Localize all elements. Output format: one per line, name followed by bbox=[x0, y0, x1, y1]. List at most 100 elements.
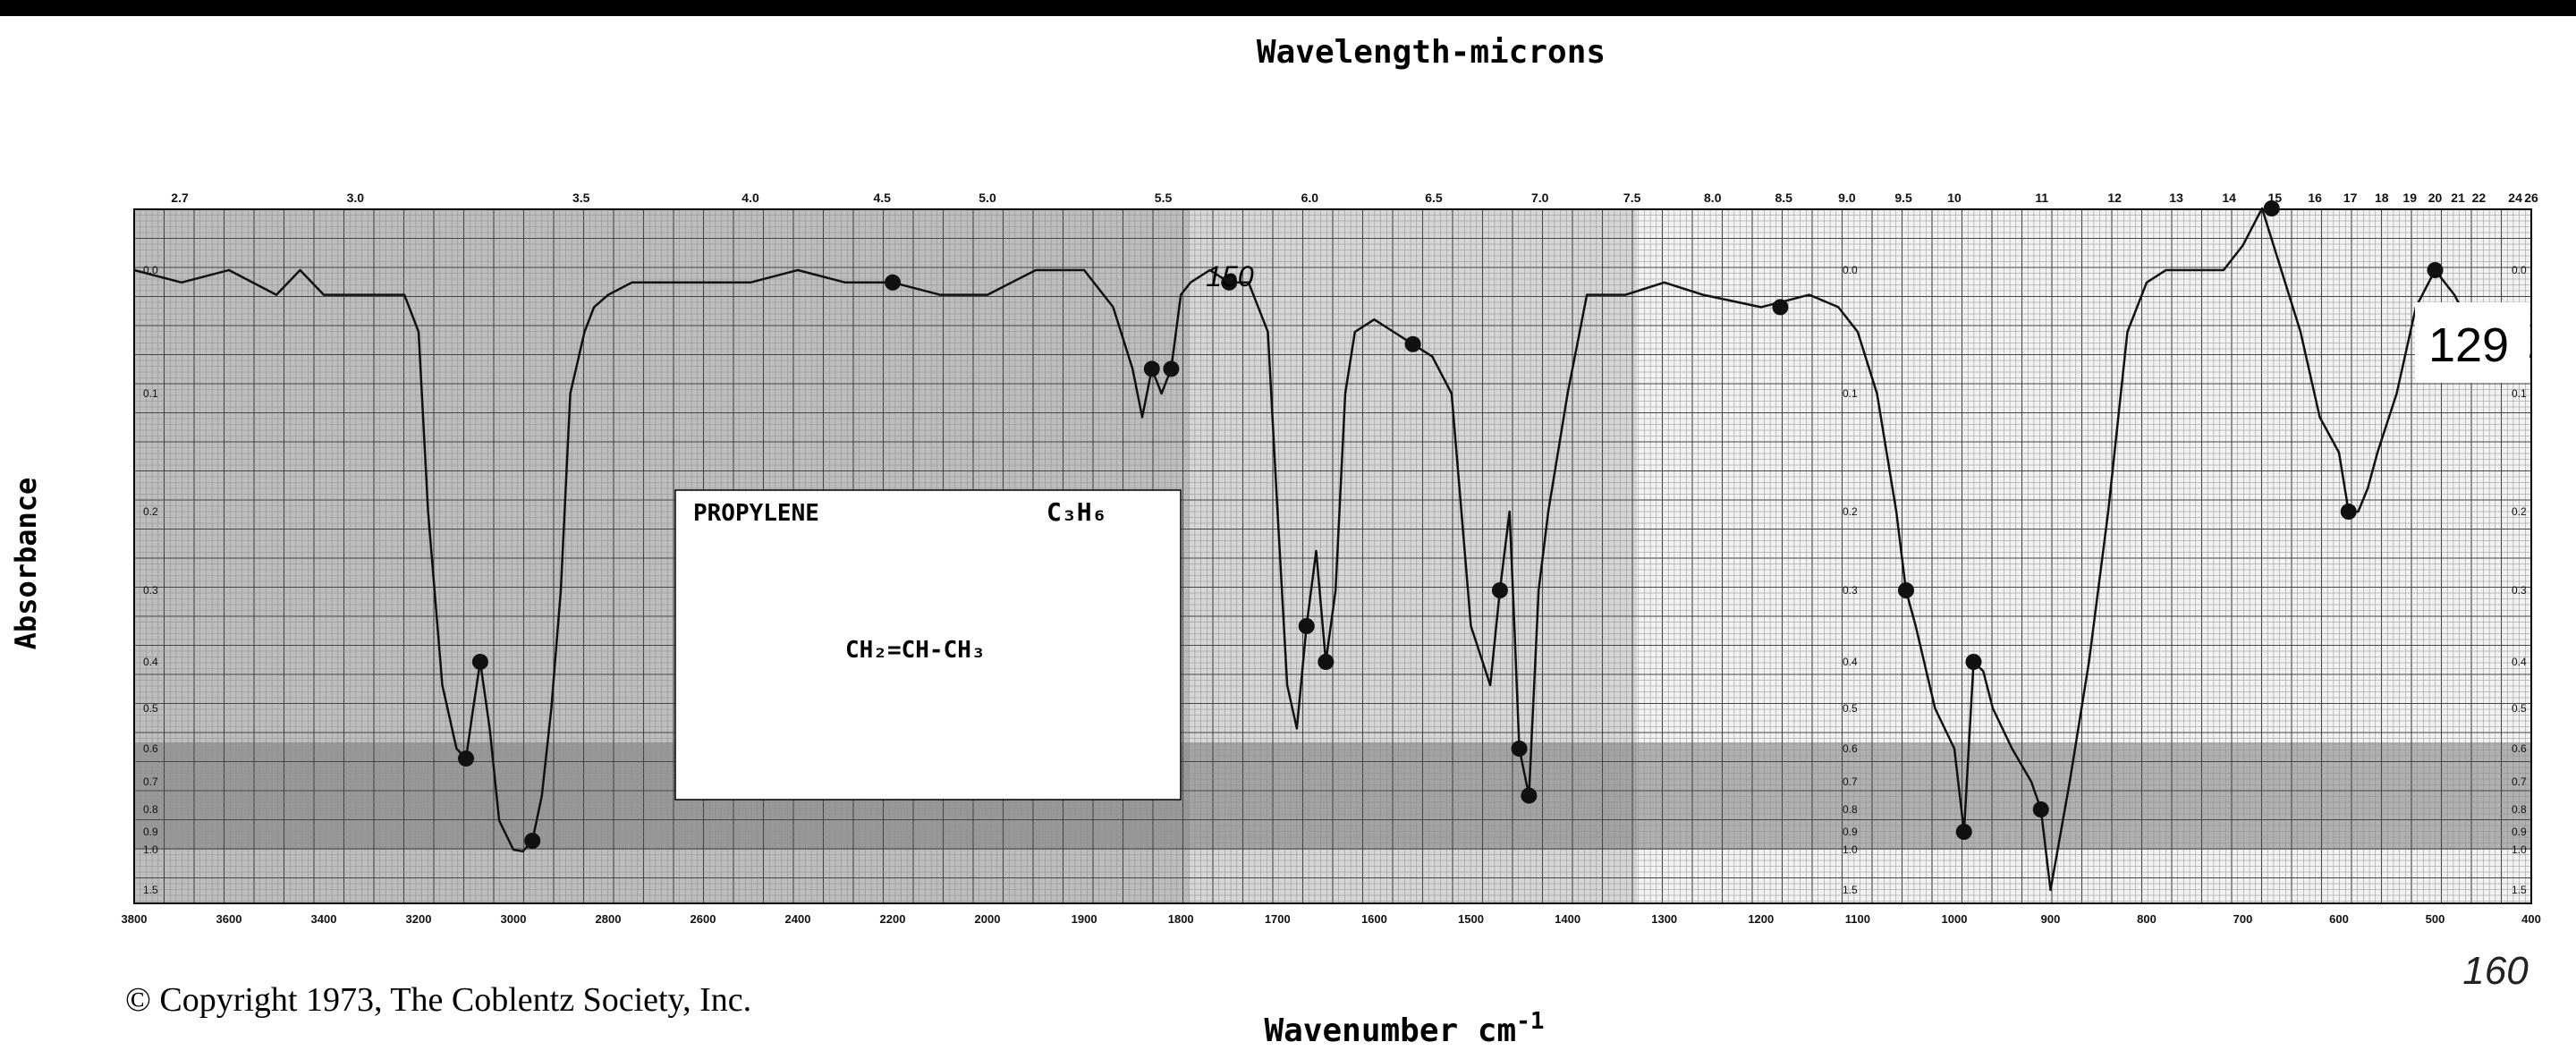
peak-marker bbox=[1955, 824, 1972, 840]
wavelength-tick-label: 7.5 bbox=[1623, 191, 1641, 205]
wavenumber-tick-label: 1200 bbox=[1748, 912, 1774, 926]
wavelength-tick-label: 6.5 bbox=[1425, 191, 1443, 205]
absorbance-tick-label: 0.1 bbox=[143, 387, 158, 400]
absorbance-tick-label: 1.0 bbox=[143, 843, 158, 856]
wavenumber-tick-label: 3800 bbox=[122, 912, 148, 926]
peak-marker bbox=[1221, 274, 1238, 291]
peak-marker bbox=[1318, 654, 1335, 670]
margin-note: 160 bbox=[2462, 949, 2529, 993]
absorbance-tick-label: 1.0 bbox=[1843, 843, 1858, 856]
wavelength-tick-label: 13 bbox=[2169, 191, 2183, 205]
compound-structure: CH₂=CH-CH₃ bbox=[845, 637, 986, 664]
wavenumber-tick-label: 2000 bbox=[975, 912, 1001, 926]
peak-marker bbox=[2340, 504, 2357, 520]
absorbance-tick-label: 1.5 bbox=[143, 884, 158, 896]
peak-marker bbox=[2427, 262, 2444, 278]
wavenumber-tick-label: 2400 bbox=[785, 912, 811, 926]
absorbance-tick-label: 0.5 bbox=[143, 702, 158, 715]
absorbance-tick-label: 0.4 bbox=[143, 656, 158, 668]
absorbance-tick-label: 0.9 bbox=[143, 826, 158, 838]
absorbance-tick-label: 0.5 bbox=[2512, 702, 2527, 715]
peak-marker bbox=[1404, 335, 1421, 352]
wavelength-tick-label: 2.7 bbox=[171, 191, 189, 205]
wavenumber-tick-label: 2800 bbox=[596, 912, 622, 926]
wavenumber-tick-label: 400 bbox=[2521, 912, 2541, 926]
wavenumber-tick-label: 500 bbox=[2426, 912, 2445, 926]
wavelength-tick-label: 6.0 bbox=[1301, 191, 1319, 205]
absorbance-tick-label: 0.6 bbox=[2512, 742, 2527, 755]
absorbance-tick-label: 0.9 bbox=[1843, 826, 1858, 838]
wavelength-tick-label: 17 bbox=[2343, 191, 2358, 205]
axis-ticks: 3800 3600 3400 3200 3000 2800 2600 2400 2200 2000… bbox=[122, 191, 2541, 926]
y-axis-title: Absorbance bbox=[9, 478, 43, 650]
x-axis-title-text: Wavenumber cm bbox=[1264, 1012, 1516, 1049]
absorbance-tick-label: 0.6 bbox=[1843, 742, 1858, 755]
wavelength-tick-label: 11 bbox=[2035, 191, 2048, 205]
wavelength-tick-label: 5.0 bbox=[979, 191, 996, 205]
peak-marker bbox=[1511, 741, 1528, 757]
top-axis-title: Wavelength-microns bbox=[1257, 34, 1606, 71]
absorbance-tick-label: 1.0 bbox=[2512, 843, 2527, 856]
wavelength-tick-label: 3.5 bbox=[572, 191, 590, 205]
peak-marker bbox=[1143, 360, 1160, 377]
wavenumber-tick-label: 1000 bbox=[1942, 912, 1968, 926]
absorbance-tick-label: 0.2 bbox=[2512, 505, 2527, 518]
spectrum-trace bbox=[133, 207, 2531, 892]
absorbance-tick-label: 0.5 bbox=[1843, 702, 1858, 715]
absorbance-tick-label: 0.9 bbox=[2512, 826, 2527, 838]
spectrum-number: 129 bbox=[2428, 318, 2509, 372]
absorbance-tick-label: 0.4 bbox=[2512, 656, 2527, 668]
wavelength-tick-label: 18 bbox=[2375, 191, 2389, 205]
wavelength-tick-label: 26 bbox=[2524, 191, 2538, 205]
wavenumber-tick-label: 2200 bbox=[880, 912, 906, 926]
top-border-bar bbox=[0, 0, 2576, 16]
peak-marker bbox=[1521, 787, 1538, 804]
absorbance-tick-label: 0.0 bbox=[1843, 264, 1858, 276]
x-axis-title: Wavenumber cm-1 bbox=[1264, 1008, 1544, 1049]
wavelength-tick-label: 8.0 bbox=[1704, 191, 1722, 205]
absorbance-tick-label: 0.8 bbox=[2512, 803, 2527, 816]
absorbance-tick-label: 0.2 bbox=[1843, 505, 1858, 518]
wavelength-tick-label: 3.0 bbox=[347, 191, 365, 205]
wavenumber-tick-label: 1700 bbox=[1265, 912, 1291, 926]
peak-marker bbox=[1298, 618, 1315, 634]
wavenumber-tick-label: 1100 bbox=[1845, 912, 1870, 926]
peak-marker bbox=[2032, 801, 2049, 818]
wavelength-tick-label: 4.5 bbox=[873, 191, 891, 205]
wavelength-tick-label: 4.0 bbox=[741, 191, 759, 205]
wavelength-tick-label: 9.5 bbox=[1894, 191, 1912, 205]
wavelength-tick-label: 24 bbox=[2508, 191, 2522, 205]
peak-marker bbox=[1965, 654, 1982, 670]
absorbance-tick-label: 1.5 bbox=[2512, 884, 2527, 896]
wavenumber-tick-label: 3200 bbox=[406, 912, 432, 926]
absorbance-tick-label: 0.3 bbox=[1843, 584, 1858, 597]
absorbance-tick-label: 0.3 bbox=[2512, 584, 2527, 597]
peak-marker bbox=[1772, 299, 1789, 316]
peak-marker bbox=[471, 654, 488, 670]
peak-marker bbox=[1163, 360, 1180, 377]
absorbance-tick-label: 1.5 bbox=[1843, 884, 1858, 896]
absorbance-tick-label: 0.7 bbox=[2512, 775, 2527, 788]
wavenumber-tick-label: 2600 bbox=[691, 912, 716, 926]
wavenumber-tick-label: 3000 bbox=[501, 912, 527, 926]
peak-marker bbox=[2263, 200, 2280, 216]
wavenumber-tick-label: 1400 bbox=[1555, 912, 1580, 926]
wavenumber-tick-label: 600 bbox=[2329, 912, 2349, 926]
peak-marker bbox=[1491, 582, 1508, 598]
absorbance-tick-label: 0.8 bbox=[143, 803, 158, 816]
wavelength-tick-label: 8.5 bbox=[1775, 191, 1793, 205]
wavelength-tick-label: 7.0 bbox=[1531, 191, 1549, 205]
wavenumber-tick-label: 3400 bbox=[311, 912, 337, 926]
peak-marker bbox=[524, 833, 541, 849]
wavelength-tick-label: 19 bbox=[2402, 191, 2417, 205]
peak-note: 150 bbox=[1206, 260, 1254, 292]
wavelength-tick-label: 22 bbox=[2472, 191, 2487, 205]
absorbance-tick-label: 0.4 bbox=[1843, 656, 1858, 668]
compound-name: PROPYLENE bbox=[693, 500, 819, 527]
wavenumber-tick-label: 800 bbox=[2137, 912, 2157, 926]
wavelength-tick-label: 12 bbox=[2107, 191, 2122, 205]
peak-marker bbox=[885, 274, 901, 291]
wavenumber-tick-label: 1600 bbox=[1361, 912, 1387, 926]
absorbance-tick-label: 0.7 bbox=[1843, 775, 1858, 788]
